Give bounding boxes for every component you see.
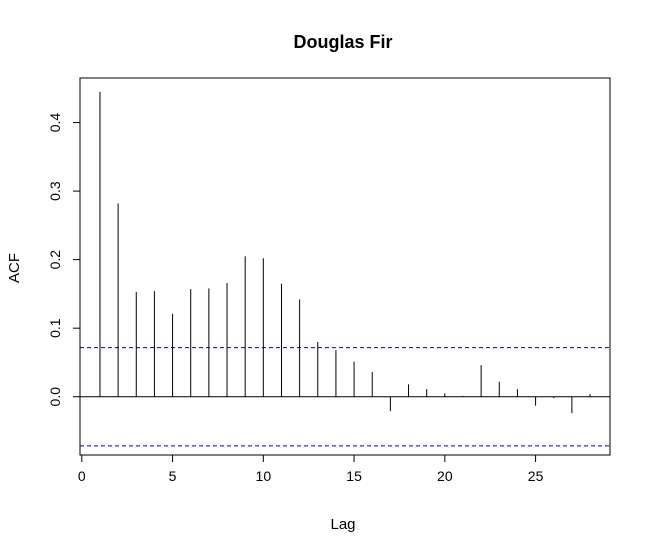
x-tick-label: 5	[169, 468, 177, 484]
y-tick-label: 0.2	[47, 250, 63, 270]
x-axis: 0 5 10 15 20 25	[78, 454, 544, 484]
x-tick-label: 10	[256, 468, 272, 484]
y-tick-label: 0.4	[47, 113, 63, 133]
y-tick-label: 0.3	[47, 181, 63, 201]
x-tick-label: 15	[346, 468, 362, 484]
acf-bars	[99, 91, 591, 414]
y-tick-label: 0.0	[47, 387, 63, 407]
confidence-bounds	[80, 347, 610, 447]
x-axis-label: Lag	[330, 516, 355, 533]
y-axis-label: ACF	[6, 253, 23, 283]
plot-frame	[79, 77, 611, 456]
chart-title: Douglas Fir	[293, 32, 392, 52]
x-tick-label: 20	[437, 468, 453, 484]
x-tick-label: 25	[528, 468, 544, 484]
x-tick-label: 0	[78, 468, 86, 484]
y-tick-label: 0.1	[47, 318, 63, 338]
y-axis: 0.0 0.1 0.2 0.3 0.4	[47, 113, 81, 407]
